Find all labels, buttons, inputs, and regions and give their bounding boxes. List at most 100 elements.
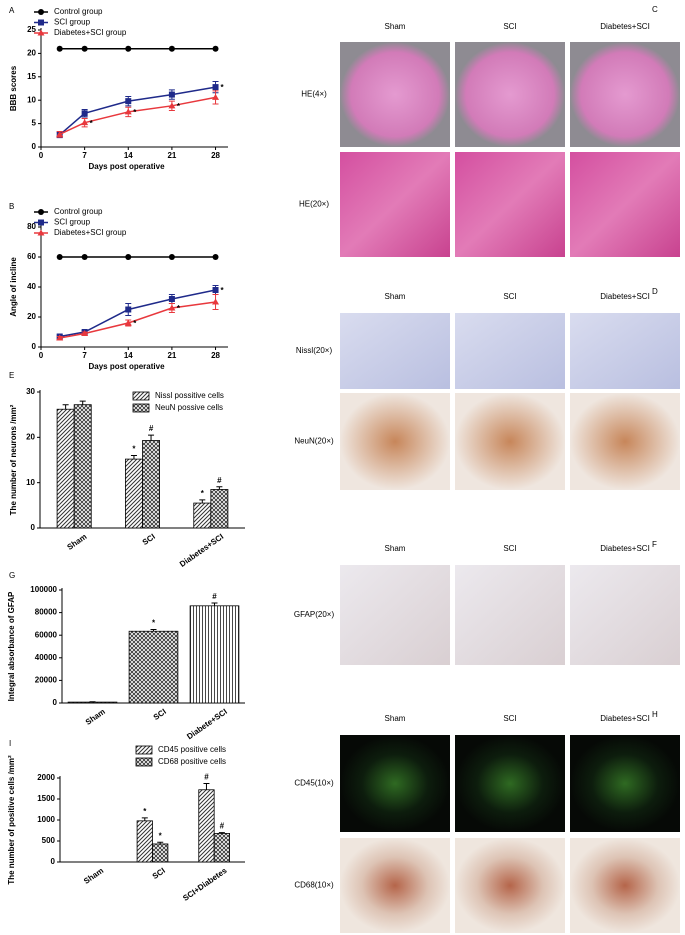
bar: [213, 833, 230, 863]
column-header: Sham: [385, 292, 406, 301]
column-header: Diabetes+SCI: [600, 292, 650, 301]
marker: [81, 119, 89, 126]
marker: [38, 9, 44, 15]
micrograph: [340, 838, 450, 933]
column-header: SCI: [503, 544, 516, 553]
marker: [124, 319, 132, 326]
x-tick-label: 21: [167, 351, 176, 360]
x-axis-label: Days post operative: [88, 362, 165, 371]
marker: [125, 254, 132, 260]
bar: [198, 789, 215, 863]
marker: [168, 254, 175, 260]
error-bar: [203, 782, 210, 790]
micrograph: [455, 313, 565, 389]
marker: [81, 330, 89, 336]
marker: [38, 19, 44, 26]
y-tick-label: 20000: [35, 676, 58, 685]
annotation: #: [149, 424, 154, 433]
marker: [168, 91, 175, 98]
micrograph: [455, 42, 565, 147]
y-tick-label: 0: [31, 523, 36, 532]
x-tick-label: 0: [39, 351, 44, 360]
bar: [189, 605, 240, 704]
y-tick-label: 20: [27, 312, 36, 321]
row-label: CD45(10×): [294, 779, 334, 788]
x-tick-label: Diabete+SCI: [185, 707, 229, 741]
row-label: GFAP(20×): [294, 610, 335, 619]
annotation: *: [143, 807, 147, 816]
micrograph: [340, 152, 450, 257]
x-tick-label: Sham: [66, 532, 89, 552]
annotation: #: [204, 773, 209, 782]
legend-label: Diabetes+SCI group: [54, 228, 127, 237]
y-tick-label: 0: [53, 698, 58, 707]
marker: [125, 98, 132, 105]
y-tick-label: 15: [27, 72, 36, 81]
y-tick-label: 20: [27, 49, 36, 58]
marker: [212, 287, 219, 293]
y-tick-label: 500: [42, 836, 56, 845]
error-bar: [148, 434, 155, 441]
x-tick-label: SCI: [151, 866, 167, 881]
x-tick-label: 14: [124, 151, 133, 160]
x-tick-label: 28: [211, 351, 220, 360]
column-header: Sham: [385, 544, 406, 553]
y-tick-label: 2000: [37, 773, 55, 782]
annotation: *: [159, 831, 163, 840]
error-bar: [150, 629, 157, 632]
legend-swatch: [135, 745, 153, 755]
micrograph: [340, 735, 450, 832]
micrograph: [570, 735, 680, 832]
bar: [152, 843, 169, 863]
y-tick-label: 10: [27, 95, 36, 104]
error-bar: [199, 499, 206, 504]
error-bar: [79, 400, 86, 405]
marker: [37, 29, 45, 36]
legend-label: Nissl possitive cells: [155, 391, 224, 400]
legend-swatch: [135, 757, 153, 767]
marker: [56, 45, 63, 52]
x-tick-label: SCI: [152, 707, 168, 722]
y-tick-label: 80000: [35, 608, 58, 617]
micrograph: [455, 393, 565, 490]
annotation: *: [133, 319, 137, 328]
row-label: HE(20×): [299, 200, 329, 209]
y-tick-label: 30: [26, 387, 35, 396]
micrograph: [570, 838, 680, 933]
marker: [168, 102, 176, 109]
y-tick-label: 0: [51, 857, 56, 866]
panel-label: H: [652, 710, 658, 719]
marker: [56, 254, 63, 260]
marker: [124, 108, 132, 115]
annotation: *: [201, 489, 205, 498]
annotation: *: [177, 304, 181, 313]
annotation: *: [177, 102, 181, 111]
y-axis-label: The number of positive cells /mm²: [7, 755, 16, 885]
legend-label: CD68 positive cells: [158, 757, 226, 766]
panel-label: G: [9, 571, 15, 580]
bar: [193, 502, 212, 529]
legend-swatch: [132, 391, 150, 401]
error-bar: [211, 602, 218, 606]
legend-label: Control group: [54, 7, 103, 16]
panel-label: D: [652, 287, 658, 296]
error-bar: [157, 841, 164, 844]
row-label: CD68(10×): [294, 881, 334, 890]
marker: [38, 209, 44, 215]
y-tick-label: 60: [27, 252, 36, 261]
legend-label: Diabetes+SCI group: [54, 28, 127, 37]
micrograph: [455, 152, 565, 257]
marker: [212, 84, 219, 91]
panel-label: C: [652, 5, 658, 14]
marker: [168, 296, 175, 302]
marker: [37, 229, 45, 236]
annotation: #: [212, 592, 217, 601]
micrograph: [570, 393, 680, 490]
x-tick-label: 0: [39, 151, 44, 160]
bar: [125, 458, 143, 529]
y-tick-label: 60000: [35, 630, 58, 639]
marker: [125, 45, 132, 52]
annotation: *: [90, 119, 94, 128]
marker: [212, 93, 220, 100]
